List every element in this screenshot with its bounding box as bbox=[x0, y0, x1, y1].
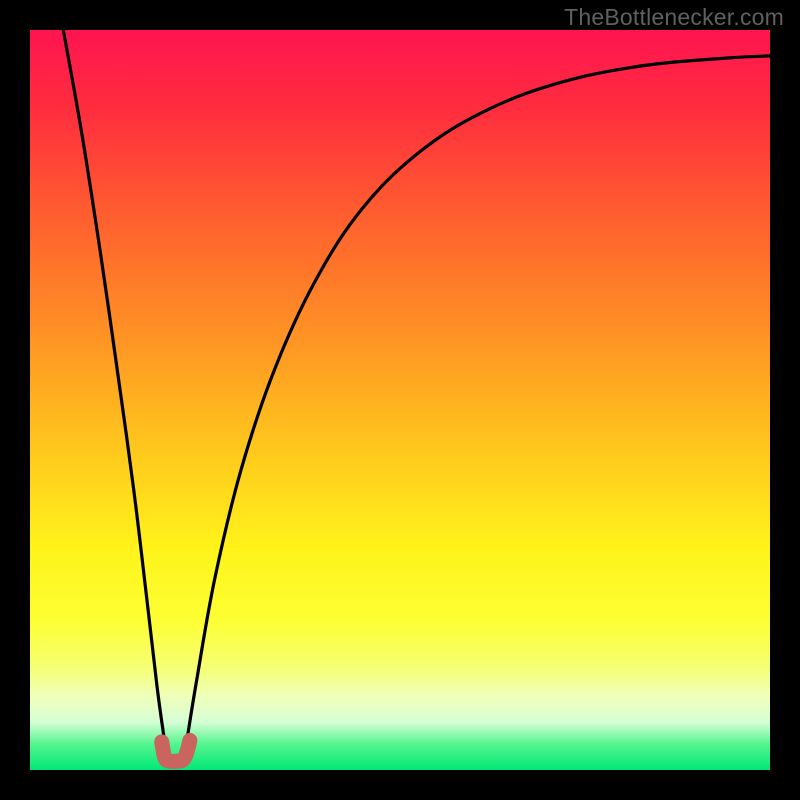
gradient-background bbox=[30, 30, 770, 770]
bottleneck-curve-plot bbox=[30, 30, 770, 770]
plot-frame bbox=[30, 30, 770, 770]
watermark-text: TheBottlenecker.com bbox=[564, 4, 784, 31]
